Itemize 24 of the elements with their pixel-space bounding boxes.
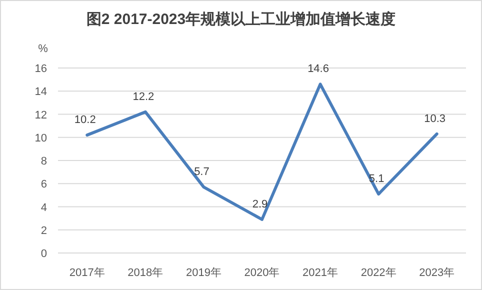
y-tick-label: 0	[40, 248, 47, 260]
x-tick-label: 2018年	[128, 267, 164, 279]
data-label: 12.2	[132, 90, 154, 103]
y-tick-label: 4	[40, 202, 47, 214]
x-tick-label: 2017年	[69, 267, 105, 279]
x-tick-label: 2021年	[302, 267, 338, 279]
y-tick-label: 12	[34, 109, 47, 122]
data-label: 10.2	[74, 114, 96, 126]
y-tick-label: 14	[34, 86, 47, 98]
data-label: 2.9	[252, 198, 268, 210]
x-tick-label: 2019年	[186, 267, 222, 279]
x-tick-label: 2020年	[244, 267, 280, 279]
data-label: 5.7	[194, 166, 210, 178]
y-tick-label: 2	[40, 224, 47, 237]
x-tick-label: 2022年	[360, 267, 396, 279]
data-label: 10.3	[424, 112, 446, 125]
y-tick-label: 10	[34, 132, 47, 144]
data-label: 14.6	[308, 63, 329, 76]
y-tick-label: 16	[34, 63, 47, 75]
ylabel: %	[38, 43, 48, 55]
title: 图2 2017-2023年规模以上工业增加值增长速度	[86, 11, 396, 28]
y-tick-label: 8	[40, 156, 47, 168]
y-tick-label: 6	[40, 178, 47, 191]
x-tick-label: 2023年	[419, 267, 455, 279]
